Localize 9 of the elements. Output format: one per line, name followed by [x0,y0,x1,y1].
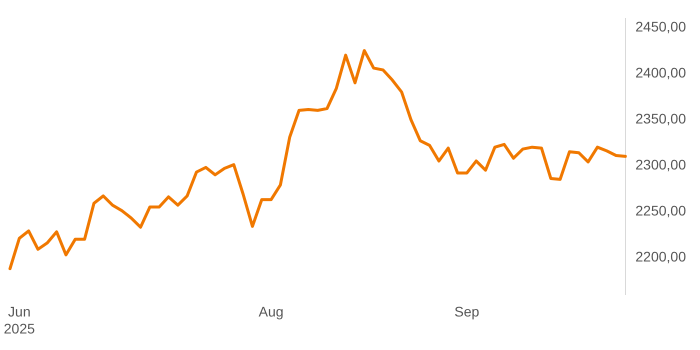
x-tick-label: Aug [258,304,284,320]
x-tick-label: Sep [454,304,480,320]
y-tick-label: 2450,00 [635,18,686,34]
y-tick-label: 2350,00 [635,110,686,126]
y-tick-label: 2250,00 [635,202,686,218]
x-tick-label: Jun 2025 [4,304,36,336]
y-tick-label: 2300,00 [635,156,686,172]
y-tick-label: 2400,00 [635,64,686,80]
y-tick-label: 2200,00 [635,248,686,264]
